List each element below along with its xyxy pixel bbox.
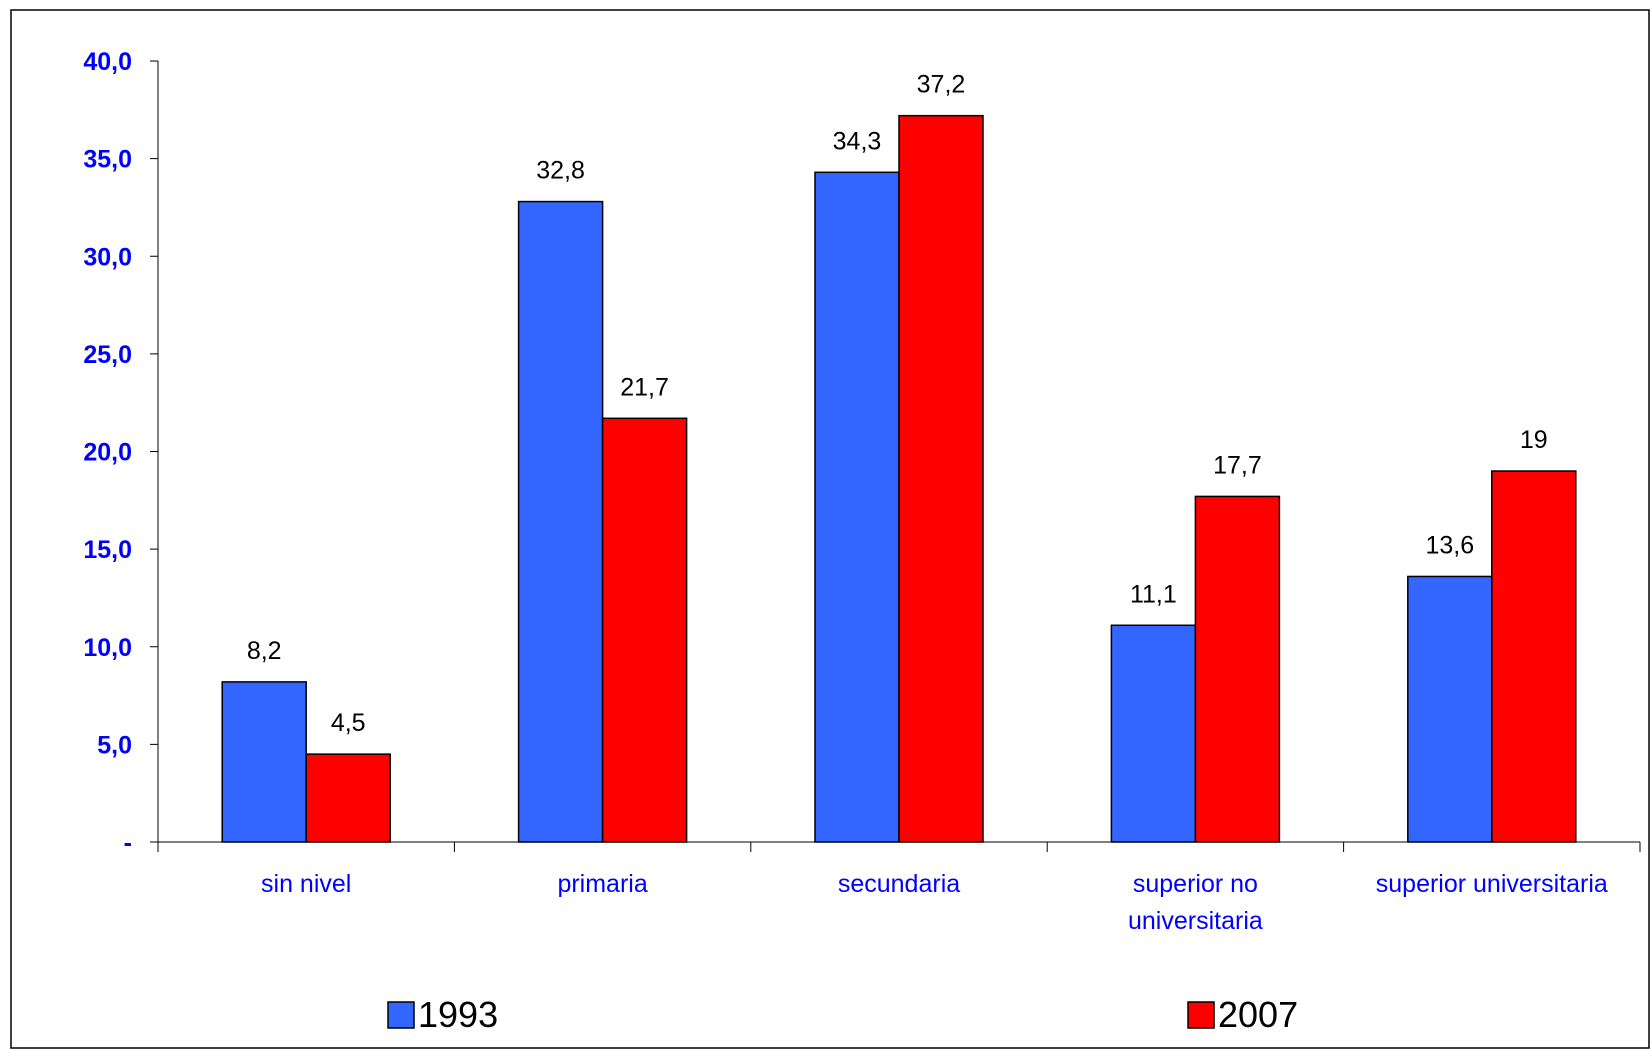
data-label-1993-5: 13,6 [1425, 531, 1474, 559]
legend-swatch-2007 [1187, 1001, 1215, 1029]
y-tick-label-4: 20,0 [83, 439, 132, 467]
y-tick-label-6: 30,0 [83, 243, 132, 271]
bar-1993-2 [517, 200, 604, 843]
data-label-1993-1: 8,2 [247, 637, 282, 665]
y-tick-label-7: 35,0 [83, 146, 132, 174]
y-tick-label-2: 10,0 [83, 634, 132, 662]
data-label-1993-2: 32,8 [536, 157, 585, 185]
x-tick-label-1: sin nivel [261, 870, 351, 898]
bar-2007-1 [305, 753, 391, 843]
x-tick-label-4-line-1: superior no [1133, 870, 1258, 898]
x-tick-label-2: primaria [557, 870, 647, 898]
x-tick-label-3: secundaria [838, 870, 960, 898]
bar-1993-4 [1110, 624, 1197, 843]
data-label-2007-2: 21,7 [620, 373, 669, 401]
bar-1993-5 [1407, 575, 1493, 843]
data-label-2007-3: 37,2 [917, 71, 966, 99]
y-tick-label-3: 15,0 [83, 536, 132, 564]
y-tick-label-8: 40,0 [83, 48, 132, 76]
y-tick-label-0: - [124, 829, 132, 857]
bar-2007-2 [601, 417, 688, 843]
data-label-2007-4: 17,7 [1213, 451, 1262, 479]
legend-label-1993: 1993 [418, 994, 498, 1035]
data-label-2007-5: 19 [1520, 426, 1548, 454]
data-label-1993-4: 11,1 [1130, 580, 1177, 608]
x-tick-label-4-line-2: universitaria [1128, 907, 1263, 935]
bar-2007-4 [1194, 495, 1281, 843]
legend: 1993 2007 [387, 994, 1298, 1035]
bars-group [221, 114, 1577, 843]
y-tick-label-1: 5,0 [97, 731, 132, 759]
data-label-1993-3: 34,3 [833, 127, 882, 155]
data-labels-group: 8,2 32,8 34,3 11,1 13,6 4,5 21,7 37,2 17,7 19 [247, 71, 1548, 737]
axes-group: - 5,0 10,0 15,0 20,0 25,0 30,0 35,0 40,0 sin nive… [83, 48, 1641, 935]
legend-label-2007: 2007 [1218, 994, 1298, 1035]
legend-swatch-1993 [387, 1001, 415, 1029]
x-tick-label-5: superior universitaria [1376, 870, 1608, 898]
bar-1993-1 [221, 681, 307, 843]
data-label-2007-1: 4,5 [331, 709, 366, 737]
y-tick-label-5: 25,0 [83, 341, 132, 369]
bar-1993-3 [814, 171, 900, 843]
bar-2007-3 [898, 114, 984, 843]
bar-2007-5 [1491, 470, 1577, 843]
